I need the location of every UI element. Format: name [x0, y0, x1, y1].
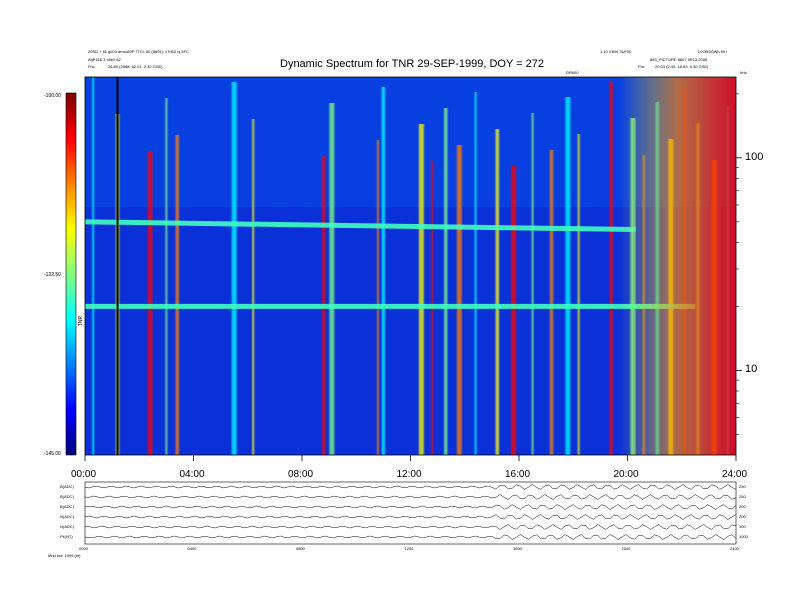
burst-11	[418, 124, 424, 455]
frequency-ticks	[736, 93, 742, 435]
lower-time-label-4: 1600	[513, 546, 522, 551]
time-tick-label-5: 20:00	[613, 469, 639, 480]
lower-row-label-0: B(ADC)	[60, 484, 74, 489]
lower-row-label-1: B(ADC)	[60, 494, 74, 499]
lower-row-right-tick-1: 250	[739, 494, 746, 499]
header-left-line1: 20SD + 81 gc03 arroo69P 77Cl: 00 (8891):…	[88, 49, 189, 54]
burst-8	[329, 103, 335, 455]
lower-row-label-2: B(ADC)	[60, 504, 74, 509]
lower-time-label-0: 0000	[79, 546, 88, 551]
burst-10	[381, 87, 386, 455]
time-tick-label-4: 16:00	[505, 469, 531, 480]
corner-unit: kHz	[740, 70, 747, 75]
burst-19	[549, 150, 554, 455]
time-tick-label-3: 12:00	[396, 469, 422, 480]
lower-row-right-tick-4: 100	[739, 524, 746, 529]
colorbar-tick-mid: -122.50	[44, 272, 61, 278]
burst-0	[92, 77, 95, 455]
lower-row-right-tick-5: 1000	[739, 534, 748, 539]
lower-time-label-1: 0400	[187, 546, 197, 551]
late-activity-region	[620, 77, 736, 455]
lower-trace-5	[84, 534, 737, 540]
burst-21	[577, 134, 580, 455]
burst-18	[531, 113, 534, 455]
burst-15	[474, 92, 477, 455]
lower-row-label-5: Pk(NT)	[60, 534, 73, 539]
marker-label: DR600	[566, 70, 579, 75]
burst-5	[231, 82, 237, 455]
header-right-line1: 1.10 V800 3UF00	[600, 49, 632, 54]
colorbar-tick-bottom: -145.00	[44, 451, 61, 457]
lower-panel-traces	[84, 484, 737, 540]
burst-20	[565, 97, 571, 455]
burst-9	[376, 140, 379, 455]
header-right-line2: 883_PICTURE 8807 5R13,2008	[650, 57, 708, 62]
time-tick-label-0: 00:00	[71, 469, 97, 480]
time-tick-label-1: 04:00	[179, 469, 205, 480]
header-right-label: Fhc	[638, 64, 645, 69]
lower-time-label-2: 0800	[296, 546, 305, 551]
lower-trace-2	[84, 504, 737, 510]
lower-trace-1	[84, 494, 737, 500]
colorbar-label: TNR	[78, 315, 85, 327]
emission-band-0	[85, 219, 636, 233]
lower-row-label-4: N(ADC)	[60, 524, 74, 529]
emission-band-layer	[85, 219, 696, 309]
header-left-line2: AtjP166 3 x8e0 82	[88, 57, 121, 62]
burst-3	[165, 98, 168, 455]
burst-17	[511, 166, 517, 455]
header-left-label: Fhc	[88, 64, 95, 69]
spectrogram-area	[85, 77, 736, 455]
lower-row-label-3: N(ADC)	[60, 514, 74, 519]
lower-trace-3	[84, 514, 737, 520]
time-tick-label-6: 24:00	[722, 469, 748, 480]
lower-time-label-5: 2000	[621, 546, 631, 551]
time-ticks	[84, 455, 737, 461]
header-left-value: 26.80 (2888, 62.01, 2.32 GSE)	[108, 64, 163, 69]
lower-time-label-6: 2400	[730, 546, 739, 551]
burst-2	[147, 151, 153, 455]
lower-panel-frame	[84, 481, 737, 545]
lower-trace-4	[84, 524, 737, 530]
lower-row-right-tick-2: 200	[739, 504, 746, 509]
lower-row-right-tick-3: 200	[739, 514, 746, 519]
colorbar-tick-top: -100.00	[44, 93, 61, 99]
header-right-line1b: L0ORD0Wn 89 l	[698, 49, 728, 54]
burst-16	[495, 129, 500, 455]
chart-title: Dynamic Spectrum for TNR 29-SEP-1999, DO…	[280, 58, 545, 70]
colorbar	[65, 92, 77, 456]
lower-row-right-tick-0: 250	[739, 484, 746, 489]
header-right-value: 20.03 (2.45, 18.83, 9.30 GSE)	[655, 64, 709, 69]
burst-14	[456, 145, 462, 455]
time-tick-label-2: 08:00	[288, 469, 314, 480]
burst-6	[252, 119, 255, 455]
freq-tick-label-10: 10	[745, 363, 758, 376]
lower-trace-0	[84, 484, 737, 490]
burst-4	[175, 135, 179, 455]
burst-22	[609, 81, 613, 455]
lower-time-label-3: 1200	[404, 546, 414, 551]
lower-footnote: Mnd est: 1999:(ht)	[48, 553, 81, 558]
burst-13	[444, 108, 448, 455]
freq-tick-label-100: 100	[745, 150, 764, 163]
